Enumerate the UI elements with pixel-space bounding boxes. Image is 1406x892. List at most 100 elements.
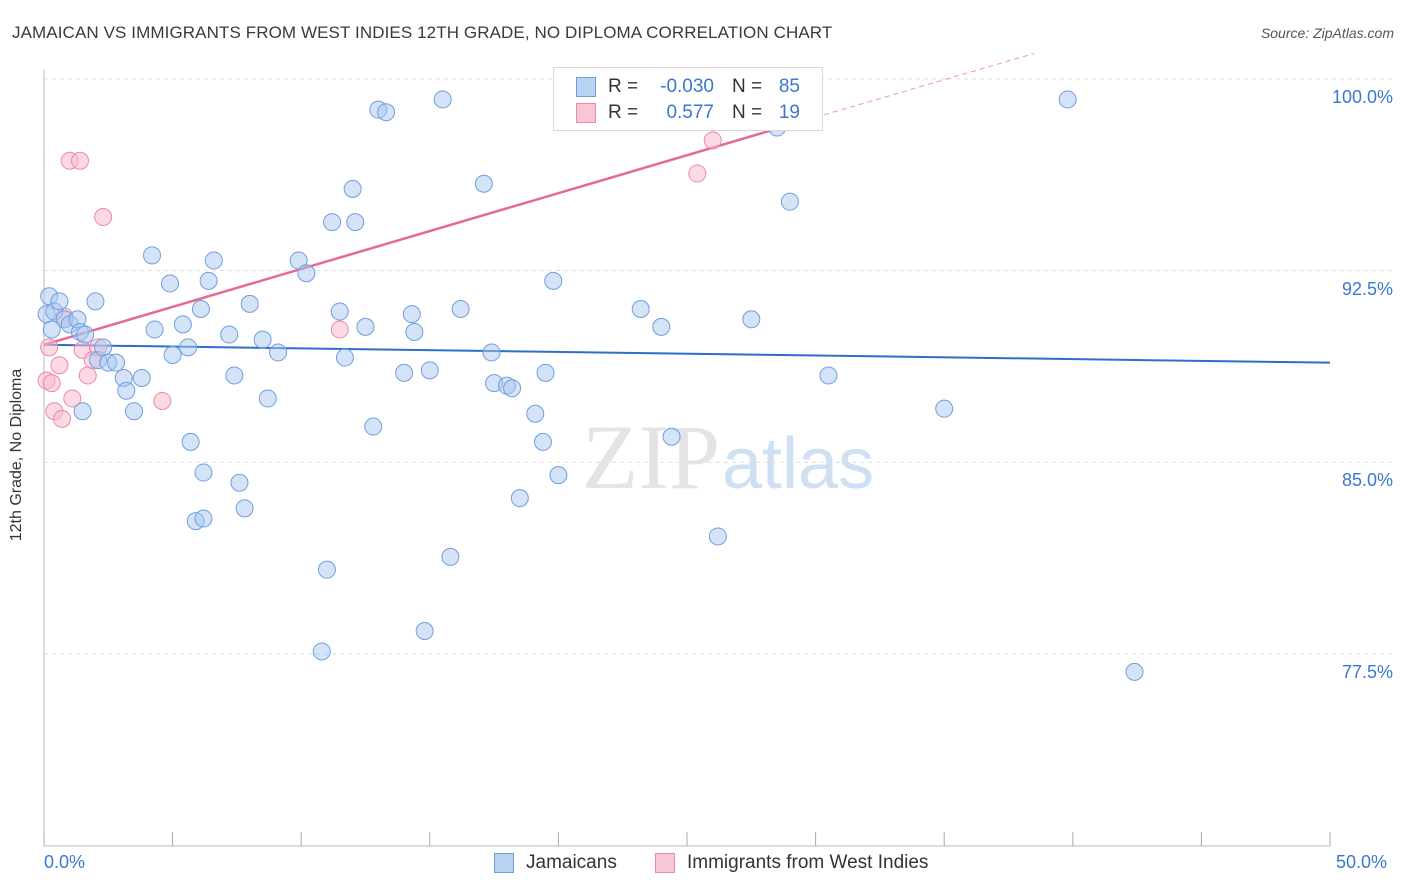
data-point-jamaicans: [194, 463, 213, 482]
legend-swatch-pink: [655, 853, 675, 873]
data-point-jamaicans: [708, 527, 727, 546]
y-axis-label: 12th Grade, No Diploma: [8, 368, 25, 542]
series-legend-label: Jamaicans: [526, 852, 617, 873]
data-point-west-indies: [40, 338, 59, 357]
watermark-zip: ZIP: [582, 406, 720, 508]
data-point-jamaicans: [220, 325, 239, 344]
data-point-jamaicans: [269, 343, 288, 362]
data-point-jamaicans: [742, 310, 761, 329]
data-point-jamaicans: [258, 389, 277, 408]
series-legend: Jamaicans Immigrants from West Indies: [0, 852, 1406, 876]
data-point-jamaicans: [662, 427, 681, 446]
data-point-jamaicans: [132, 369, 151, 387]
data-point-west-indies: [703, 131, 722, 150]
data-point-jamaicans: [441, 547, 460, 566]
series-legend-label: Immigrants from West Indies: [687, 852, 929, 873]
data-point-jamaicans: [86, 292, 105, 311]
series-legend-jamaicans[interactable]: Jamaicans: [494, 852, 617, 874]
x-tick-label-max: 50.0%: [1336, 852, 1388, 872]
data-point-jamaicans: [107, 353, 126, 372]
data-point-jamaicans: [199, 271, 218, 290]
data-point-west-indies: [153, 392, 172, 410]
data-point-jamaicans: [317, 560, 336, 579]
series-legend-west-indies[interactable]: Immigrants from West Indies: [655, 852, 928, 874]
data-point-jamaicans: [526, 404, 545, 423]
data-point-west-indies: [42, 374, 61, 393]
trend-line-west-indies: [43, 116, 816, 346]
data-point-jamaicans: [536, 363, 555, 382]
data-point-jamaicans: [42, 320, 61, 339]
data-point-jamaicans: [143, 246, 162, 265]
data-point-west-indies: [330, 320, 349, 339]
data-point-jamaicans: [395, 363, 414, 382]
data-point-west-indies: [71, 151, 90, 170]
data-point-jamaicans: [161, 274, 180, 293]
correlation-legend: R = -0.030 N = 85 R = 0.577 N = 19: [553, 67, 823, 131]
data-point-jamaicans: [173, 315, 192, 334]
data-point-jamaicans: [433, 90, 452, 109]
data-point-jamaicans: [377, 103, 396, 122]
data-point-jamaicans: [230, 473, 249, 492]
x-tick-label-min: 0.0%: [44, 852, 86, 872]
data-point-jamaicans: [117, 381, 136, 400]
data-point-jamaicans: [510, 489, 529, 508]
watermark-atlas: atlas: [722, 424, 874, 504]
data-point-jamaicans: [356, 317, 375, 336]
data-point-jamaicans: [312, 642, 331, 661]
point-layer: [37, 87, 1144, 681]
data-point-jamaicans: [145, 320, 164, 339]
data-point-jamaicans: [297, 264, 316, 283]
data-point-jamaicans: [1058, 90, 1077, 109]
data-point-jamaicans: [235, 499, 254, 518]
trend-line-jamaicans: [43, 343, 1331, 364]
legend-row-jamaicans: R = -0.030 N = 85: [576, 75, 800, 99]
data-point-jamaicans: [474, 174, 493, 193]
trend-extension-west-indies: [815, 52, 1035, 118]
legend-n-value: 19: [778, 102, 800, 123]
data-point-jamaicans: [94, 338, 113, 357]
data-point-jamaicans: [179, 338, 198, 357]
data-point-jamaicans: [935, 399, 954, 418]
legend-n-label: N =: [732, 76, 763, 97]
data-point-jamaicans: [181, 432, 200, 451]
grid-layer: [44, 78, 1392, 655]
data-point-jamaicans: [544, 271, 563, 290]
data-point-west-indies: [688, 164, 707, 183]
data-point-west-indies: [53, 409, 72, 428]
data-point-west-indies: [78, 366, 97, 385]
data-point-jamaicans: [652, 317, 671, 336]
data-point-jamaicans: [451, 300, 470, 318]
data-point-jamaicans: [1125, 662, 1144, 681]
data-point-jamaicans: [402, 305, 421, 324]
legend-n-value: 85: [778, 76, 800, 97]
data-point-west-indies: [94, 208, 113, 226]
legend-row-west-indies: R = 0.577 N = 19: [576, 101, 800, 125]
data-point-jamaicans: [163, 346, 182, 364]
legend-r-value: 0.577: [666, 102, 714, 123]
legend-n-label: N =: [732, 102, 763, 123]
data-point-jamaicans: [346, 213, 365, 232]
data-point-jamaicans: [225, 366, 244, 385]
data-point-jamaicans: [631, 300, 650, 318]
legend-swatch-pink: [576, 103, 596, 123]
data-point-west-indies: [50, 356, 69, 375]
data-point-west-indies: [63, 389, 82, 408]
y-tick-label: 85.0%: [1341, 470, 1393, 491]
legend-r-label: R =: [608, 102, 639, 123]
data-point-jamaicans: [819, 366, 838, 385]
legend-swatch-blue: [576, 77, 596, 97]
data-point-jamaicans: [194, 509, 213, 528]
data-point-jamaicans: [330, 302, 349, 321]
data-point-jamaicans: [240, 294, 259, 313]
data-point-jamaicans: [405, 323, 424, 341]
trend-layer: [43, 52, 1331, 364]
data-point-jamaicans: [335, 348, 354, 367]
data-point-jamaicans: [364, 417, 383, 436]
data-point-jamaicans: [415, 622, 434, 640]
y-tick-label: 92.5%: [1341, 278, 1393, 299]
data-point-jamaicans: [503, 379, 522, 398]
data-point-jamaicans: [253, 330, 272, 349]
legend-swatch-blue: [494, 853, 514, 873]
data-point-jamaicans: [50, 292, 69, 311]
